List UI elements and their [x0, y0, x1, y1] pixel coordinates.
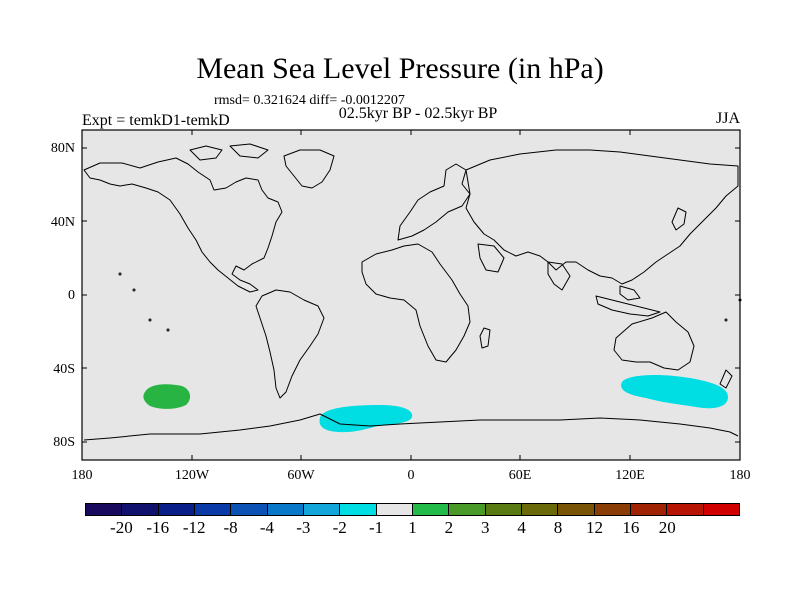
coastline-new-zealand	[719, 369, 733, 389]
colorbar-swatch	[485, 504, 522, 515]
anomaly-patch-cyan-south-atlantic	[319, 405, 413, 433]
colorbar-label: -16	[146, 518, 170, 537]
coastline-india	[547, 261, 571, 291]
coastline-south-america	[255, 289, 325, 399]
coastline-pacific-islands	[118, 272, 742, 332]
colorbar-swatch	[158, 504, 195, 515]
colorbar-label: -20	[110, 518, 133, 537]
coastline-antarctica	[83, 413, 739, 441]
colorbar-label: -4	[259, 518, 275, 537]
period-label: 02.5kyr BP - 02.5kyr BP	[338, 105, 498, 122]
colorbar-label: 4	[517, 518, 526, 537]
colorbar-label: -3	[296, 518, 311, 537]
latitude-label: 0	[68, 288, 75, 303]
longitude-label: 60E	[508, 468, 532, 483]
colorbar-swatch	[303, 504, 341, 515]
colorbar-swatch	[122, 504, 159, 515]
experiment-label: Expt = temkD1-temkD	[82, 112, 230, 129]
longitude-label: 180	[71, 468, 93, 483]
colorbar-label: -1	[369, 518, 384, 537]
coastline-asia	[465, 149, 739, 285]
colorbar-swatch	[449, 504, 486, 515]
coastline-greenland	[283, 149, 335, 189]
colorbar-label: -2	[332, 518, 347, 537]
longitude-label: 0	[407, 468, 415, 483]
map-title: Mean Sea Level Pressure (in hPa)	[196, 52, 604, 85]
coastline-arctic-islands	[189, 143, 269, 161]
colorbar-label: 12	[585, 518, 603, 537]
axis-ticks	[81, 130, 741, 460]
colorbar-swatch	[86, 504, 123, 515]
colorbar-swatch	[703, 504, 739, 515]
colorbar-label: 16	[622, 518, 640, 537]
colorbar-label: 1	[408, 518, 417, 537]
latitude-label: 80S	[53, 435, 75, 450]
colorbar-swatch	[412, 504, 450, 515]
coastline-arabia	[477, 243, 505, 273]
coastlines	[83, 143, 742, 441]
coastline-europe-africa	[361, 243, 471, 363]
colorbar-swatch	[376, 504, 413, 515]
coastline-japan	[671, 207, 687, 231]
colorbar-swatch	[558, 504, 595, 515]
latitude-label: 40S	[53, 362, 75, 377]
rmsd-diff-stats: rmsd= 0.321624 diff= -0.0012207	[214, 93, 405, 108]
season-label: JJA	[715, 110, 740, 127]
colorbar-swatch	[194, 504, 232, 515]
colorbar-label: 20	[658, 518, 676, 537]
longitude-label: 120W	[174, 468, 210, 483]
coastline-indonesia	[595, 285, 661, 317]
colorbar-label: -8	[223, 518, 238, 537]
colorbar-label: 8	[553, 518, 563, 537]
colorbar-swatch	[521, 504, 559, 515]
anomaly-patch-cyan-south-indian	[621, 374, 728, 409]
colorbar	[85, 503, 740, 516]
map-panel	[81, 129, 741, 461]
longitude-label: 60W	[287, 468, 315, 483]
longitude-label: 180	[729, 468, 751, 483]
colorbar-swatch	[594, 504, 631, 515]
colorbar-label: -12	[182, 518, 206, 537]
colorbar-swatch	[231, 504, 268, 515]
colorbar-swatch	[630, 504, 668, 515]
longitude-label: 120E	[615, 468, 645, 483]
coastline-australia	[613, 311, 695, 371]
colorbar-label: 3	[481, 518, 490, 537]
coastline-north-america	[83, 157, 283, 293]
anomaly-patch-green-south-pacific	[143, 384, 191, 409]
colorbar-swatch	[267, 504, 304, 515]
coastline-madagascar	[479, 327, 491, 349]
colorbar-swatch	[340, 504, 377, 515]
colorbar-swatch	[667, 504, 704, 515]
latitude-label: 40N	[50, 215, 75, 230]
colorbar-label: 2	[444, 518, 454, 537]
latitude-label: 80N	[50, 141, 75, 156]
